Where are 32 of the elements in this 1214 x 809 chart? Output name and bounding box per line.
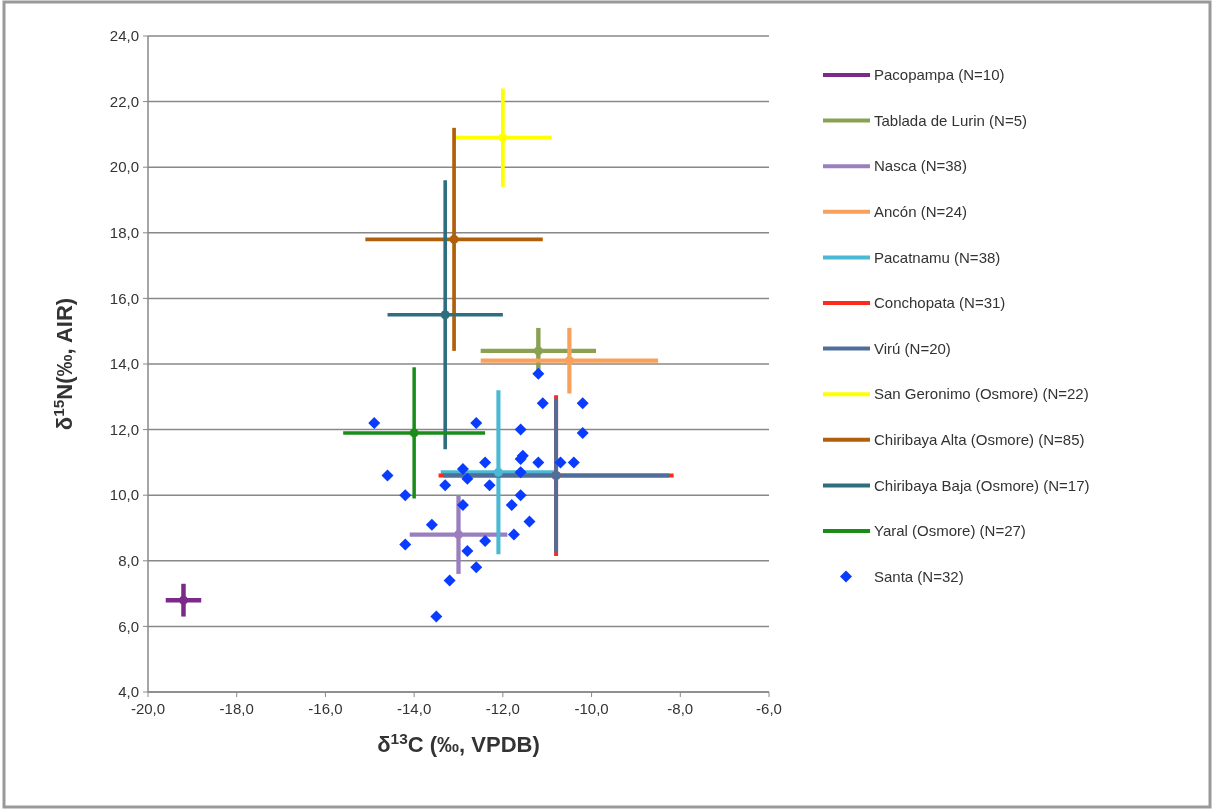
legend-label: Pacopampa (N=10) xyxy=(874,66,1005,84)
legend-label: Yaral (Osmore) (N=27) xyxy=(874,522,1026,540)
x-tick-label: -10,0 xyxy=(574,700,609,717)
x-tick-label: -20,0 xyxy=(130,700,166,717)
legend-label: Nasca (N=38) xyxy=(874,157,967,175)
y-tick-label: 6,0 xyxy=(118,617,139,635)
x-axis-title: δ$^{13}$C (‰, VPDB) xyxy=(377,729,540,757)
legend-label: Virú (N=20) xyxy=(874,339,951,357)
legend-label: Chiribaya Alta (Osmore) (N=85) xyxy=(874,431,1085,449)
y-tick-label: 8,0 xyxy=(118,552,139,570)
y-tick-label: 10,0 xyxy=(109,486,139,504)
legend-label: Chiribaya Baja (Osmore) (N=17) xyxy=(874,476,1090,494)
y-tick-label: 16,0 xyxy=(109,289,139,307)
y-tick-label: 20,0 xyxy=(109,158,139,176)
y-tick-label: 22,0 xyxy=(109,92,139,110)
y-tick-label: 14,0 xyxy=(109,355,139,373)
legend-label: Santa (N=32) xyxy=(874,567,964,585)
y-tick-label: 12,0 xyxy=(109,420,139,438)
x-tick-label: -14,0 xyxy=(397,700,432,717)
x-tick-label: -18,0 xyxy=(219,700,254,717)
x-tick-label: -16,0 xyxy=(308,700,343,717)
x-tick-label: -6,0 xyxy=(756,700,782,717)
y-tick-label: 4,0 xyxy=(118,683,139,701)
y-tick-label: 24,0 xyxy=(109,27,139,45)
legend-label: Conchopata (N=31) xyxy=(874,294,1006,312)
x-tick-label: -8,0 xyxy=(667,700,694,717)
legend-label: Tablada de Lurin (N=5) xyxy=(874,111,1028,129)
legend-label: Ancón (N=24) xyxy=(874,203,967,221)
legend-label: San Geronimo (Osmore) (N=22) xyxy=(874,385,1089,403)
y-tick-label: 18,0 xyxy=(109,224,139,242)
x-tick-label: -12,0 xyxy=(485,700,520,717)
legend-label: Pacatnamu (N=38) xyxy=(874,248,1001,266)
